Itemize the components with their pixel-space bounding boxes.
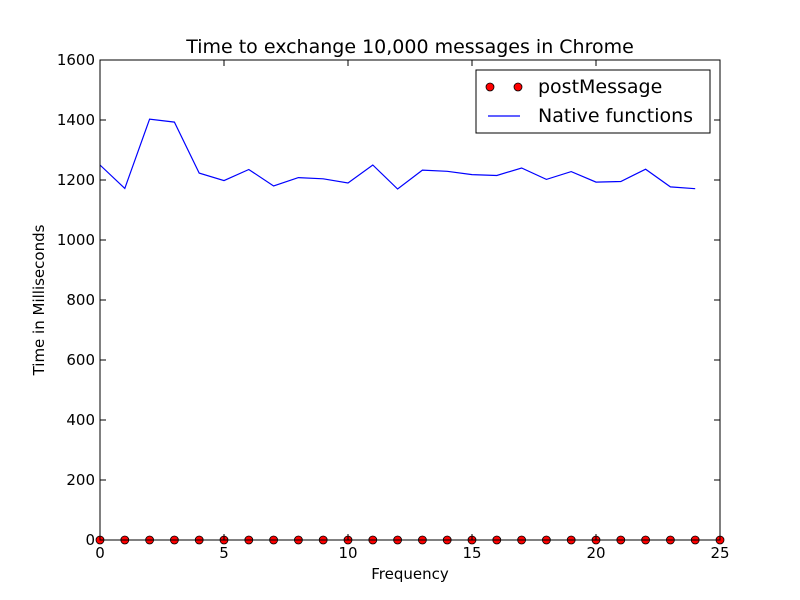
y-tick-label: 1200 — [57, 171, 95, 189]
x-tick-label: 5 — [219, 544, 229, 562]
x-tick-label: 10 — [338, 544, 357, 562]
legend: postMessage Native functions — [475, 69, 711, 134]
x-tick-label: 0 — [95, 544, 105, 562]
legend-marker-postmessage — [485, 82, 495, 92]
y-tick-label: 200 — [66, 471, 95, 489]
series-layer — [95, 118, 725, 545]
x-tick-label: 20 — [586, 544, 605, 562]
y-tick-label: 1400 — [57, 111, 95, 129]
y-tick-label: 400 — [66, 411, 95, 429]
chart-title: Time to exchange 10,000 messages in Chro… — [185, 36, 634, 58]
x-axis-label: Frequency — [371, 565, 449, 583]
y-tick-label: 600 — [66, 351, 95, 369]
x-tick-label: 15 — [462, 544, 481, 562]
y-tick-label: 800 — [66, 291, 95, 309]
x-tick-label: 25 — [710, 544, 729, 562]
legend-box — [475, 69, 711, 134]
y-tick-label: 0 — [85, 531, 95, 549]
legend-label-native-functions: Native functions — [538, 105, 693, 127]
legend-label-postmessage: postMessage — [538, 76, 662, 98]
y-axis-label: Time in Milliseconds — [30, 224, 48, 376]
x-axis-ticks: 0 5 10 15 20 25 — [95, 60, 730, 562]
y-tick-label: 1600 — [57, 51, 95, 69]
legend-marker-postmessage — [513, 82, 523, 92]
y-tick-label: 1000 — [57, 231, 95, 249]
y-axis-ticks: 0 200 400 600 800 1000 1200 1400 1600 — [57, 51, 720, 549]
series-line-native-functions — [99, 118, 696, 190]
